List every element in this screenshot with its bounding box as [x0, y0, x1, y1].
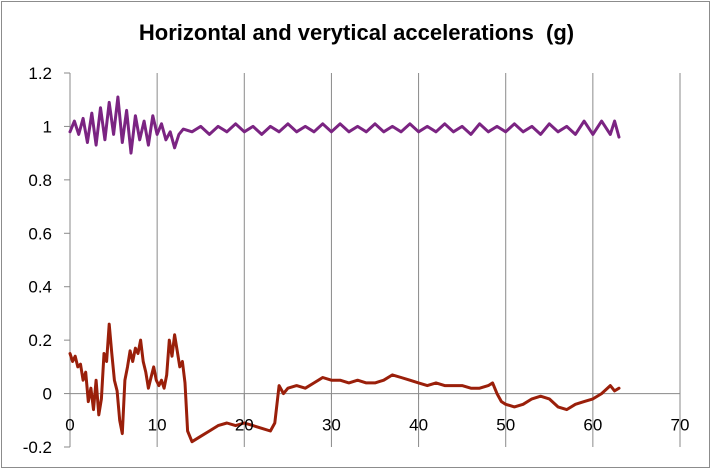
label-layer: -0.2 0 0.2 0.4 0.6 0.8 1 1.2 0 10 20 30 40 50 60 70 [23, 64, 690, 457]
x-tick-label: 10 [148, 416, 167, 435]
series-layer [68, 95, 621, 444]
y-tick-label: 0 [43, 385, 52, 404]
chart-title: Horizontal and verytical accelerations (… [138, 20, 575, 45]
x-tick-label: 0 [65, 416, 74, 435]
x-tick-label: 50 [496, 416, 515, 435]
x-tick-label: 40 [409, 416, 428, 435]
grid-layer [156, 73, 681, 447]
y-tick-label: 0.4 [28, 278, 52, 297]
series-line-1 [68, 95, 621, 155]
y-tick-label: 0.6 [28, 224, 52, 243]
x-tick-label: 60 [583, 416, 602, 435]
axis-layer [64, 72, 681, 448]
x-tick-label: 30 [322, 416, 341, 435]
y-tick-label: 0.2 [28, 331, 52, 350]
x-tick-label: 20 [235, 416, 254, 435]
x-tick-label: 70 [671, 416, 690, 435]
y-tick-label: 1 [43, 117, 52, 136]
y-tick-label: -0.2 [23, 438, 52, 457]
y-tick-label: 1.2 [28, 64, 52, 83]
series-line-2 [68, 322, 621, 444]
y-tick-label: 0.8 [28, 171, 52, 190]
